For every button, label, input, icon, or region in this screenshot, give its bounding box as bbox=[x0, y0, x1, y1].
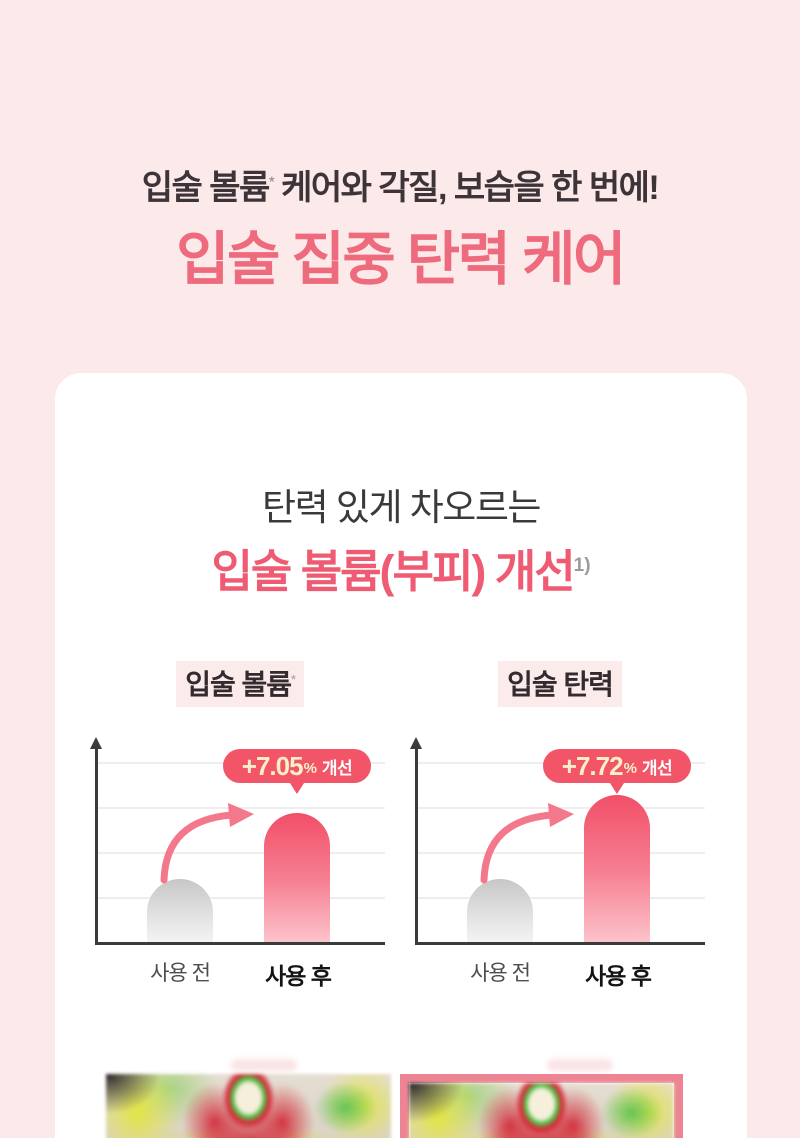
section-heading-line2-text: 입술 볼륨(부피) 개선 bbox=[211, 546, 575, 597]
gridline bbox=[98, 852, 385, 854]
x-axis-labels: 사용 전 사용 후 bbox=[95, 957, 385, 989]
chart-title-label: 입술 탄력 bbox=[507, 669, 614, 700]
badge-label: 개선 bbox=[641, 758, 673, 778]
badge-label: 개선 bbox=[321, 758, 353, 778]
x-label-before: 사용 전 bbox=[150, 962, 211, 985]
improvement-arrow-icon bbox=[480, 803, 574, 884]
bar-chart-lip-elasticity: 입술 탄력 +7.72 % 개선 사용 전 bbox=[410, 661, 705, 989]
badge-unit: % bbox=[303, 759, 317, 777]
thermal-map-graphic bbox=[106, 1074, 391, 1138]
badge-value: +7.05 bbox=[241, 750, 304, 781]
x-label-before: 사용 전 bbox=[470, 962, 531, 985]
gridline bbox=[418, 897, 705, 899]
bar-after bbox=[264, 813, 330, 942]
gridline bbox=[98, 807, 385, 809]
chart-title-footnote-mark: * bbox=[291, 672, 296, 687]
lip-thermal-image-before bbox=[106, 1074, 391, 1138]
badge-tail-icon bbox=[288, 780, 306, 794]
y-axis bbox=[95, 747, 98, 945]
plot-area: +7.72 % 개선 bbox=[410, 737, 705, 945]
x-axis bbox=[415, 942, 705, 945]
thermal-map-graphic bbox=[409, 1083, 674, 1138]
improvement-arrow-icon bbox=[160, 803, 254, 884]
faded-tag-hint bbox=[547, 1059, 613, 1071]
improvement-badge: +7.72 % 개선 bbox=[536, 742, 691, 794]
x-axis bbox=[95, 942, 385, 945]
page-title: 입술 집중 탄력 케어 bbox=[176, 227, 626, 292]
badge-shine-icon bbox=[536, 742, 554, 760]
chart-title-lip-volume: 입술 볼륨* bbox=[95, 661, 385, 707]
section-heading-line2: 입술 볼륨(부피) 개선1) bbox=[55, 535, 747, 600]
gridline bbox=[418, 852, 705, 854]
bar-after bbox=[584, 795, 650, 942]
improvement-badge: +7.05 % 개선 bbox=[216, 742, 371, 794]
section-heading-line1: 탄력 있게 차오르는 bbox=[262, 487, 541, 528]
lip-thermal-image-after bbox=[400, 1074, 683, 1138]
plot-area: +7.05 % 개선 bbox=[90, 737, 385, 945]
faded-tag-hint bbox=[231, 1059, 297, 1071]
bar-chart-lip-volume: 입술 볼륨* +7.05 % 개선 사용 전 bbox=[90, 661, 385, 989]
gridline bbox=[98, 897, 385, 899]
y-axis bbox=[415, 747, 418, 945]
header-subtitle-text-2: 케어와 각질, 보습을 한 번에! bbox=[273, 169, 660, 207]
chart-title-text: 입술 볼륨* bbox=[176, 661, 304, 707]
chart-title-lip-elasticity: 입술 탄력 bbox=[415, 661, 705, 707]
content-card: 탄력 있게 차오르는 입술 볼륨(부피) 개선1) 입술 볼륨* +7.05 %… bbox=[55, 373, 747, 1138]
subtitle-footnote-mark: * bbox=[268, 173, 275, 191]
badge-unit: % bbox=[623, 759, 637, 777]
chart-title-label: 입술 볼륨 bbox=[185, 669, 292, 700]
badge-tail-icon bbox=[608, 780, 626, 794]
chart-title-text: 입술 탄력 bbox=[498, 661, 622, 707]
gridline bbox=[418, 807, 705, 809]
badge-shine-icon bbox=[216, 742, 234, 760]
y-axis-arrow-icon bbox=[410, 737, 422, 749]
section-heading-footnote: 1) bbox=[573, 555, 591, 576]
x-label-after: 사용 후 bbox=[265, 963, 332, 989]
x-axis-labels: 사용 전 사용 후 bbox=[415, 957, 705, 989]
y-axis-arrow-icon bbox=[90, 737, 102, 749]
header-subtitle-text: 입술 볼륨 bbox=[141, 169, 271, 207]
bar-before bbox=[147, 878, 213, 942]
bar-before bbox=[467, 878, 533, 942]
badge-value: +7.72 bbox=[561, 750, 624, 781]
x-label-after: 사용 후 bbox=[585, 963, 652, 989]
header-subtitle: 입술 볼륨* 케어와 각질, 보습을 한 번에! bbox=[0, 160, 800, 209]
